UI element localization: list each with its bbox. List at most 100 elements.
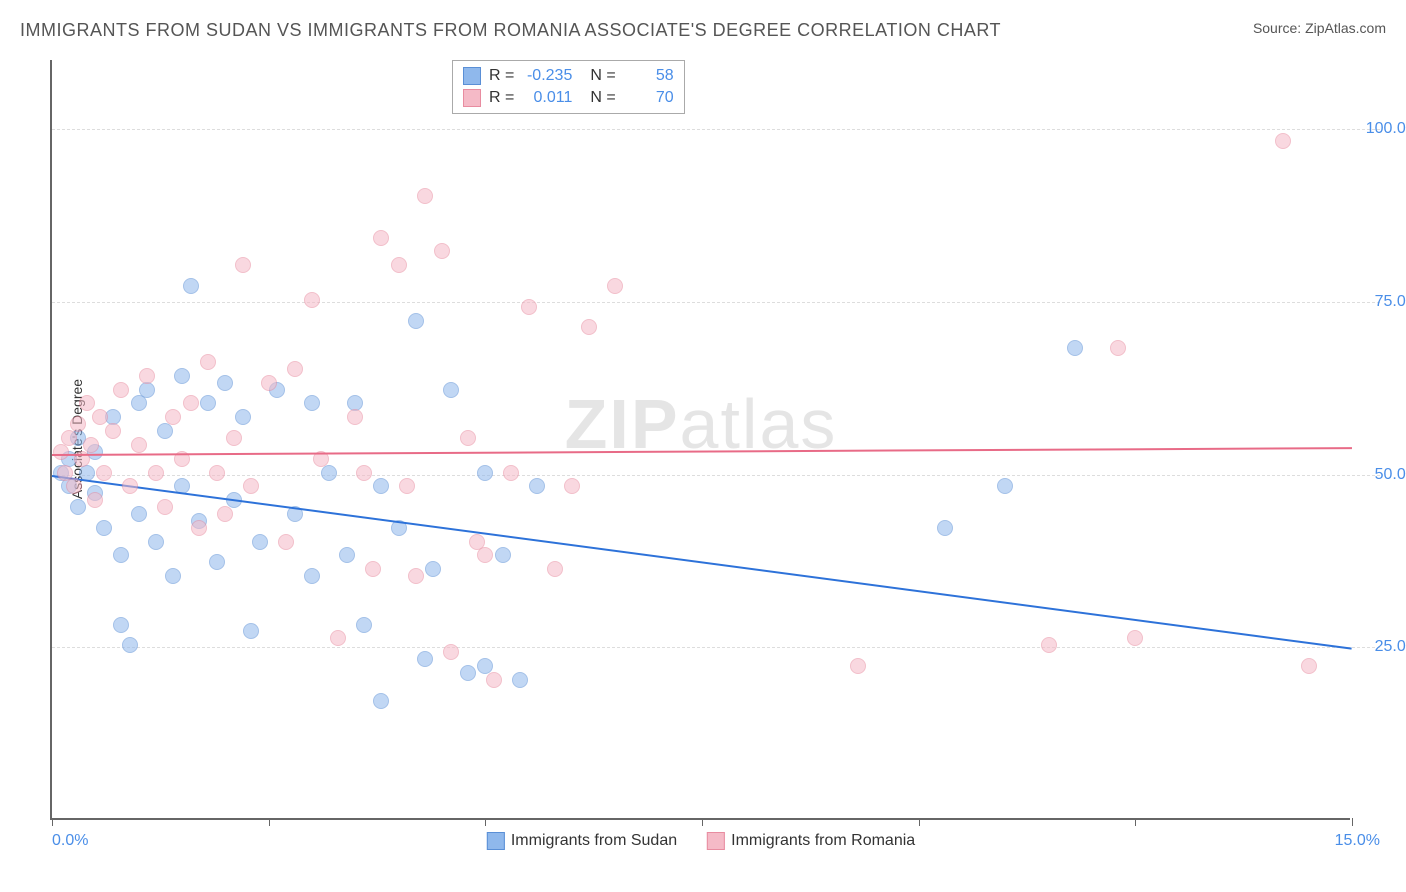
data-point	[607, 278, 623, 294]
data-point	[165, 568, 181, 584]
stat-r-value: 0.011	[522, 89, 572, 107]
x-tick	[702, 818, 703, 826]
legend-swatch	[463, 67, 481, 85]
data-point	[503, 465, 519, 481]
data-point	[92, 409, 108, 425]
data-point	[217, 375, 233, 391]
legend-swatch	[463, 89, 481, 107]
data-point	[131, 506, 147, 522]
data-point	[356, 465, 372, 481]
data-point	[96, 520, 112, 536]
data-point	[139, 368, 155, 384]
data-point	[183, 278, 199, 294]
data-point	[87, 492, 103, 508]
stat-r-label: R =	[489, 89, 514, 107]
data-point	[105, 423, 121, 439]
data-point	[200, 354, 216, 370]
stat-n-label: N =	[590, 67, 615, 85]
data-point	[226, 430, 242, 446]
data-point	[209, 465, 225, 481]
gridline	[52, 302, 1380, 303]
data-point	[443, 644, 459, 660]
data-point	[373, 478, 389, 494]
data-point	[131, 437, 147, 453]
data-point	[209, 554, 225, 570]
data-point	[287, 361, 303, 377]
data-point	[157, 423, 173, 439]
data-point	[521, 299, 537, 315]
data-point	[850, 658, 866, 674]
data-point	[61, 430, 77, 446]
data-point	[235, 257, 251, 273]
stats-legend: R =-0.235N =58R =0.011N =70	[452, 60, 685, 114]
data-point	[174, 368, 190, 384]
stats-row: R =-0.235N =58	[463, 65, 674, 87]
x-tick	[919, 818, 920, 826]
data-point	[417, 651, 433, 667]
data-point	[261, 375, 277, 391]
data-point	[1041, 637, 1057, 653]
x-max-label: 15.0%	[1335, 832, 1380, 850]
x-tick	[269, 818, 270, 826]
x-tick	[52, 818, 53, 826]
data-point	[183, 395, 199, 411]
data-point	[373, 230, 389, 246]
header: IMMIGRANTS FROM SUDAN VS IMMIGRANTS FROM…	[20, 20, 1386, 41]
data-point	[217, 506, 233, 522]
legend-swatch	[707, 832, 725, 850]
legend-label: Immigrants from Romania	[731, 832, 915, 850]
data-point	[235, 409, 251, 425]
x-min-label: 0.0%	[52, 832, 88, 850]
data-point	[157, 499, 173, 515]
data-point	[408, 568, 424, 584]
plot-area: Associate's Degree ZIPatlas 0.0% 15.0% R…	[50, 60, 1350, 820]
data-point	[425, 561, 441, 577]
data-point	[165, 409, 181, 425]
data-point	[1275, 133, 1291, 149]
data-point	[113, 617, 129, 633]
stat-n-value: 58	[624, 67, 674, 85]
data-point	[1127, 630, 1143, 646]
data-point	[581, 319, 597, 335]
data-point	[512, 672, 528, 688]
y-tick-label: 75.0%	[1375, 293, 1406, 311]
data-point	[191, 520, 207, 536]
data-point	[365, 561, 381, 577]
data-point	[1110, 340, 1126, 356]
data-point	[79, 395, 95, 411]
data-point	[347, 409, 363, 425]
data-point	[278, 534, 294, 550]
data-point	[122, 478, 138, 494]
data-point	[937, 520, 953, 536]
data-point	[70, 416, 86, 432]
legend-label: Immigrants from Sudan	[511, 832, 677, 850]
data-point	[547, 561, 563, 577]
y-tick-label: 100.0%	[1366, 120, 1406, 138]
gridline	[52, 647, 1380, 648]
data-point	[486, 672, 502, 688]
gridline	[52, 475, 1380, 476]
data-point	[243, 623, 259, 639]
data-point	[113, 382, 129, 398]
data-point	[997, 478, 1013, 494]
trend-line	[52, 447, 1352, 456]
data-point	[96, 465, 112, 481]
data-point	[443, 382, 459, 398]
stat-r-label: R =	[489, 67, 514, 85]
series-legend: Immigrants from Sudan Immigrants from Rom…	[487, 832, 915, 850]
stat-n-value: 70	[624, 89, 674, 107]
chart-title: IMMIGRANTS FROM SUDAN VS IMMIGRANTS FROM…	[20, 20, 1001, 41]
data-point	[83, 437, 99, 453]
data-point	[304, 292, 320, 308]
source-label: Source: ZipAtlas.com	[1253, 20, 1386, 36]
legend-item: Immigrants from Sudan	[487, 832, 677, 850]
data-point	[460, 665, 476, 681]
data-point	[564, 478, 580, 494]
data-point	[200, 395, 216, 411]
data-point	[339, 547, 355, 563]
y-tick-label: 50.0%	[1375, 466, 1406, 484]
data-point	[304, 568, 320, 584]
data-point	[373, 693, 389, 709]
legend-swatch	[487, 832, 505, 850]
data-point	[252, 534, 268, 550]
